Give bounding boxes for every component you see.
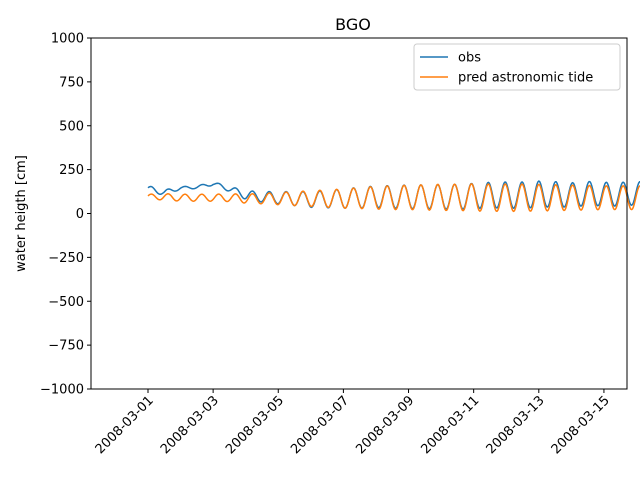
y-tick-label: −250 [48, 251, 84, 266]
x-tick-label: 2008-03-15 [549, 393, 613, 457]
y-tick-label: 250 [59, 163, 84, 178]
y-tick-label: 1000 [51, 32, 84, 47]
x-tick-label: 2008-03-13 [484, 393, 548, 457]
x-tick-label: 2008-03-09 [353, 393, 417, 457]
y-axis: 1000 750 500 250 0 −250 −500 −750 −1000 [40, 32, 91, 398]
legend-box [413, 43, 621, 91]
y-tick-label: −1000 [40, 383, 84, 398]
y-tick-label: 500 [59, 119, 84, 134]
x-axis: 2008-03-01 2008-03-03 2008-03-05 2008-03-07… [93, 389, 613, 457]
x-tick-label: 2008-03-01 [93, 393, 157, 457]
y-tick-label: −750 [48, 339, 84, 354]
axes-frame [90, 37, 628, 390]
legend: obs pred astronomic tide [413, 43, 621, 91]
x-tick-label: 2008-03-05 [223, 393, 287, 457]
series-line-pred-astronomic-tide [147, 183, 640, 213]
y-tick-label: 0 [76, 207, 84, 222]
chart-title: BGO [335, 15, 371, 34]
x-tick-label: 2008-03-07 [288, 393, 352, 457]
y-axis-title: water heigth [cm] [14, 155, 29, 272]
y-tick-label: 750 [59, 75, 84, 90]
x-tick-label: 2008-03-11 [418, 393, 482, 457]
plot-area [147, 180, 640, 213]
legend-label: pred astronomic tide [458, 71, 593, 86]
x-tick-label: 2008-03-03 [158, 393, 222, 457]
y-tick-label: −500 [48, 295, 84, 310]
legend-label: obs [458, 51, 481, 66]
